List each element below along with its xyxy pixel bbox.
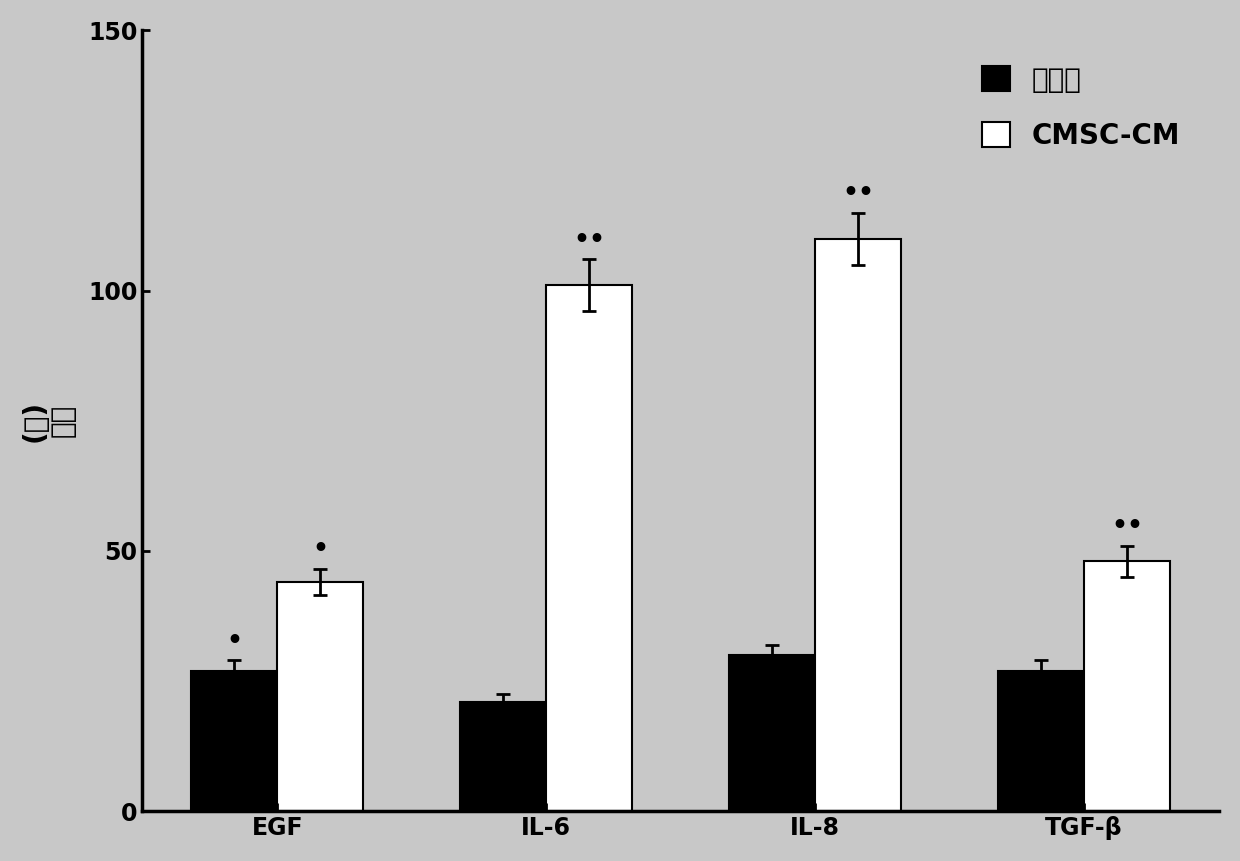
Bar: [278, 582, 363, 811]
Bar: [1084, 561, 1171, 811]
Bar: [815, 238, 901, 811]
Text: ••: ••: [842, 181, 874, 205]
Y-axis label: (％)
率比: (％) 率比: [21, 400, 77, 442]
Bar: [191, 671, 278, 811]
Text: •: •: [312, 537, 329, 561]
Text: ••: ••: [1111, 514, 1143, 538]
Bar: [546, 286, 632, 811]
Text: ••: ••: [573, 227, 605, 251]
Legend: 实验组, CMSC-CM: 实验组, CMSC-CM: [968, 52, 1194, 164]
Bar: [460, 702, 546, 811]
Text: •: •: [226, 629, 242, 653]
Bar: [998, 671, 1084, 811]
Bar: [729, 655, 815, 811]
